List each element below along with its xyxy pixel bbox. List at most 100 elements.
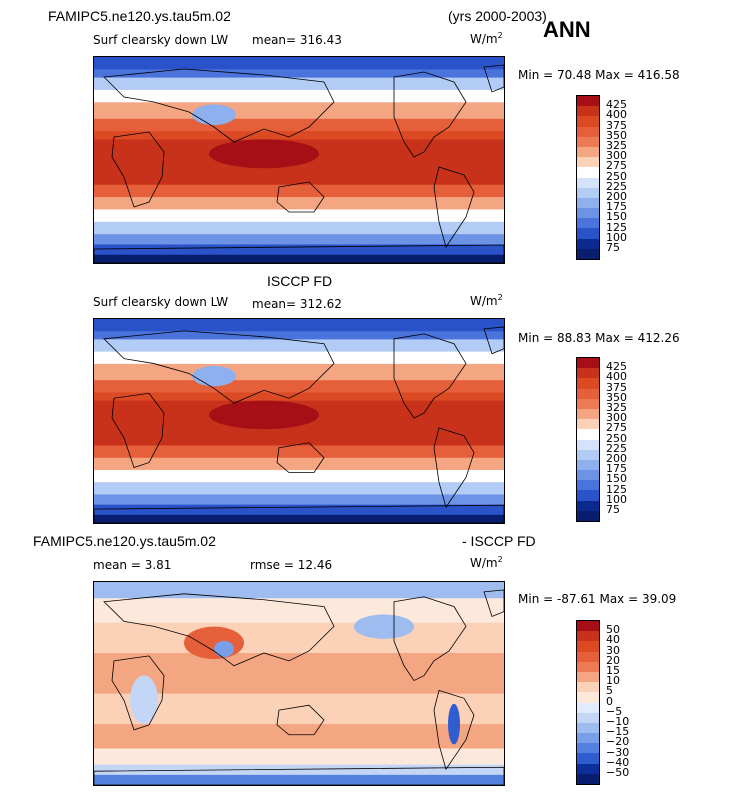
field-anomaly bbox=[130, 675, 158, 725]
colorbar-label: 20 bbox=[606, 653, 620, 667]
colorbar-bin bbox=[577, 146, 599, 158]
field-band bbox=[94, 244, 504, 256]
colorbar-bin bbox=[577, 500, 599, 511]
colorbar-bin bbox=[577, 641, 599, 652]
coastline bbox=[483, 326, 504, 355]
field-band bbox=[94, 89, 504, 104]
field-band bbox=[94, 380, 504, 394]
coastline bbox=[111, 131, 165, 208]
panel2-mean: mean= 312.62 bbox=[252, 297, 342, 311]
field-band bbox=[94, 102, 504, 120]
field-band bbox=[94, 457, 504, 471]
panel3-mean: mean = 3.81 bbox=[93, 558, 172, 572]
colorbar-bin bbox=[577, 248, 599, 259]
field-band bbox=[94, 504, 504, 516]
panel2-variable: Surf clearsky down LW bbox=[93, 295, 229, 309]
colorbar-label: 40 bbox=[606, 633, 620, 647]
field-band bbox=[94, 234, 504, 246]
coastline bbox=[94, 766, 504, 785]
colorbar-bin bbox=[577, 651, 599, 662]
panel3-title-right: - ISCCP FD bbox=[462, 533, 536, 549]
coastline bbox=[276, 704, 325, 736]
field-anomaly bbox=[184, 626, 244, 660]
colorbar-label: 15 bbox=[606, 664, 620, 677]
field-band bbox=[94, 351, 504, 365]
field-band bbox=[94, 482, 504, 496]
field-anomaly bbox=[214, 640, 234, 658]
coastline bbox=[393, 71, 467, 158]
panel1-units: W/m2 bbox=[470, 31, 503, 46]
colorbar-label: 50 bbox=[606, 623, 620, 637]
colorbar-label: 325 bbox=[606, 139, 627, 152]
colorbar-bin bbox=[577, 116, 599, 127]
colorbar-label: 175 bbox=[606, 462, 627, 476]
coastline bbox=[276, 181, 325, 213]
field-band bbox=[94, 469, 504, 484]
colorbar-bin bbox=[577, 106, 599, 117]
coastline bbox=[433, 689, 475, 771]
panel1-minmax: Min = 70.48 Max = 416.58 bbox=[518, 68, 680, 82]
coastline bbox=[94, 504, 504, 523]
colorbar-bin bbox=[577, 378, 599, 389]
colorbar-label: 375 bbox=[606, 118, 627, 132]
colorbar-label: 150 bbox=[606, 472, 627, 486]
colorbar-label: 200 bbox=[606, 190, 627, 203]
colorbar-bin bbox=[577, 480, 599, 491]
colorbar-label: 400 bbox=[606, 370, 627, 384]
panel3-minmax: Min = -87.61 Max = 39.09 bbox=[518, 592, 677, 606]
panel3-title-left: FAMIPC5.ne120.ys.tau5m.02 bbox=[33, 533, 216, 549]
field-band bbox=[94, 494, 504, 506]
colorbar-label: −30 bbox=[606, 745, 630, 759]
colorbar-label: 300 bbox=[606, 149, 627, 163]
colorbar-bin bbox=[577, 167, 599, 178]
colorbar-bin bbox=[577, 126, 599, 137]
colorbar-bin bbox=[577, 177, 599, 188]
field-anomaly bbox=[209, 400, 319, 430]
colorbar-bin bbox=[577, 157, 599, 168]
field-band bbox=[94, 392, 504, 402]
colorbar-bin bbox=[577, 631, 599, 642]
colorbar-bin bbox=[577, 682, 599, 693]
map-obs-field bbox=[94, 319, 504, 523]
map-model bbox=[93, 56, 505, 264]
colorbar-label: −50 bbox=[606, 766, 630, 779]
colorbar-label: 425 bbox=[606, 360, 627, 374]
colorbar-bin bbox=[577, 722, 599, 734]
coastline bbox=[111, 392, 165, 469]
coastline bbox=[103, 330, 335, 404]
colorbar-bin bbox=[577, 661, 599, 672]
colorbar-bin bbox=[577, 238, 599, 249]
field-band bbox=[94, 764, 504, 776]
colorbar-bin bbox=[577, 621, 599, 632]
colorbar-bin bbox=[577, 773, 599, 784]
map-diff-field bbox=[94, 582, 504, 785]
colorbar-diff bbox=[576, 620, 600, 785]
season-label: ANN bbox=[543, 17, 591, 42]
field-band bbox=[94, 598, 504, 624]
colorbar-label: −5 bbox=[606, 704, 623, 718]
field-anomaly bbox=[192, 104, 236, 125]
colorbar-bin bbox=[577, 733, 599, 744]
colorbar-label: 250 bbox=[606, 169, 627, 183]
colorbar-bin bbox=[577, 136, 599, 147]
coastline bbox=[433, 166, 475, 248]
colorbar-bin bbox=[577, 702, 599, 713]
panel2-title: ISCCP FD bbox=[267, 273, 333, 289]
colorbar-model bbox=[576, 95, 600, 260]
map-diff bbox=[93, 581, 505, 786]
colorbar-bin bbox=[577, 429, 599, 440]
colorbar-bin bbox=[577, 358, 599, 369]
colorbar-bin bbox=[577, 692, 599, 703]
colorbar-label: 100 bbox=[606, 230, 627, 244]
coastline bbox=[483, 64, 504, 93]
coastline bbox=[103, 68, 335, 143]
coastline bbox=[103, 593, 335, 667]
colorbar-bin bbox=[577, 510, 599, 521]
colorbar-bin bbox=[577, 419, 599, 430]
field-band bbox=[94, 131, 504, 141]
colorbar-bin bbox=[577, 408, 599, 420]
colorbar-label: 30 bbox=[606, 643, 620, 657]
colorbar-label: 250 bbox=[606, 431, 627, 445]
field-band bbox=[94, 184, 504, 199]
colorbar-label: 175 bbox=[606, 200, 627, 214]
